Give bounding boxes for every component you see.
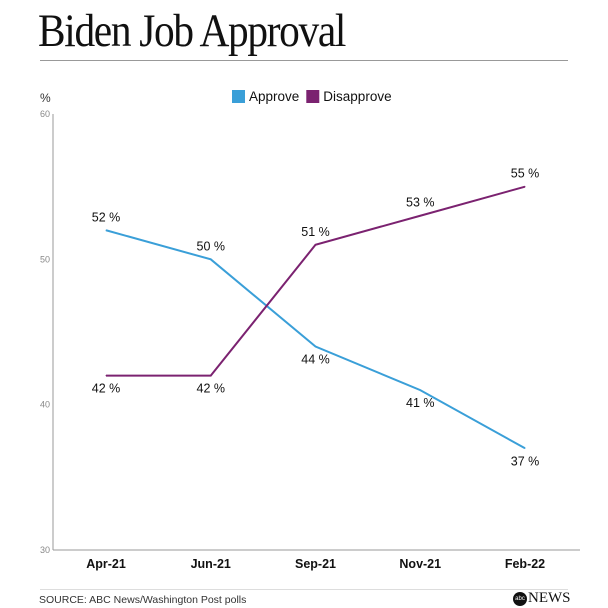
data-point bbox=[524, 447, 526, 449]
abc-news-logo: abc NEWS bbox=[513, 590, 571, 607]
data-point bbox=[210, 258, 212, 260]
data-label: 41 % bbox=[406, 396, 435, 410]
data-label: 50 % bbox=[197, 239, 226, 253]
series-line-approve bbox=[105, 229, 526, 450]
y-tick-label: 50 bbox=[40, 254, 50, 264]
data-point bbox=[315, 244, 316, 246]
y-axis-label: % bbox=[40, 91, 51, 105]
source-note: SOURCE: ABC News/Washington Post polls bbox=[39, 594, 247, 606]
data-point bbox=[419, 215, 421, 217]
chart-title: Biden Job Approval bbox=[38, 5, 346, 57]
y-tick-label: 30 bbox=[40, 545, 50, 555]
data-label: 44 % bbox=[301, 353, 330, 367]
footer-divider bbox=[40, 589, 568, 590]
x-tick-label: Nov-21 bbox=[399, 557, 441, 571]
x-tick-label: Feb-22 bbox=[505, 557, 545, 571]
data-label: 51 % bbox=[301, 225, 330, 239]
legend-label-approve: Approve bbox=[249, 89, 299, 104]
legend-swatch-approve bbox=[232, 90, 245, 103]
legend-label-disapprove: Disapprove bbox=[323, 89, 391, 104]
x-tick-label: Sep-21 bbox=[295, 557, 336, 571]
y-tick-label: 40 bbox=[40, 400, 50, 410]
data-point bbox=[105, 375, 107, 377]
data-label: 55 % bbox=[511, 167, 540, 181]
x-tick-label: Apr-21 bbox=[86, 557, 126, 571]
data-point bbox=[315, 346, 316, 348]
x-tick-label: Jun-21 bbox=[191, 557, 231, 571]
data-label: 42 % bbox=[92, 382, 121, 396]
data-label: 53 % bbox=[406, 196, 435, 210]
data-point bbox=[210, 375, 212, 377]
title-divider bbox=[40, 60, 568, 61]
data-point bbox=[105, 229, 107, 231]
legend-swatch-disapprove bbox=[306, 90, 320, 103]
data-point bbox=[524, 186, 526, 188]
data-label: 37 % bbox=[511, 454, 540, 468]
data-point bbox=[419, 389, 421, 391]
y-tick-label: 60 bbox=[40, 109, 50, 119]
data-label: 52 % bbox=[92, 210, 121, 224]
data-label: 42 % bbox=[197, 382, 226, 396]
